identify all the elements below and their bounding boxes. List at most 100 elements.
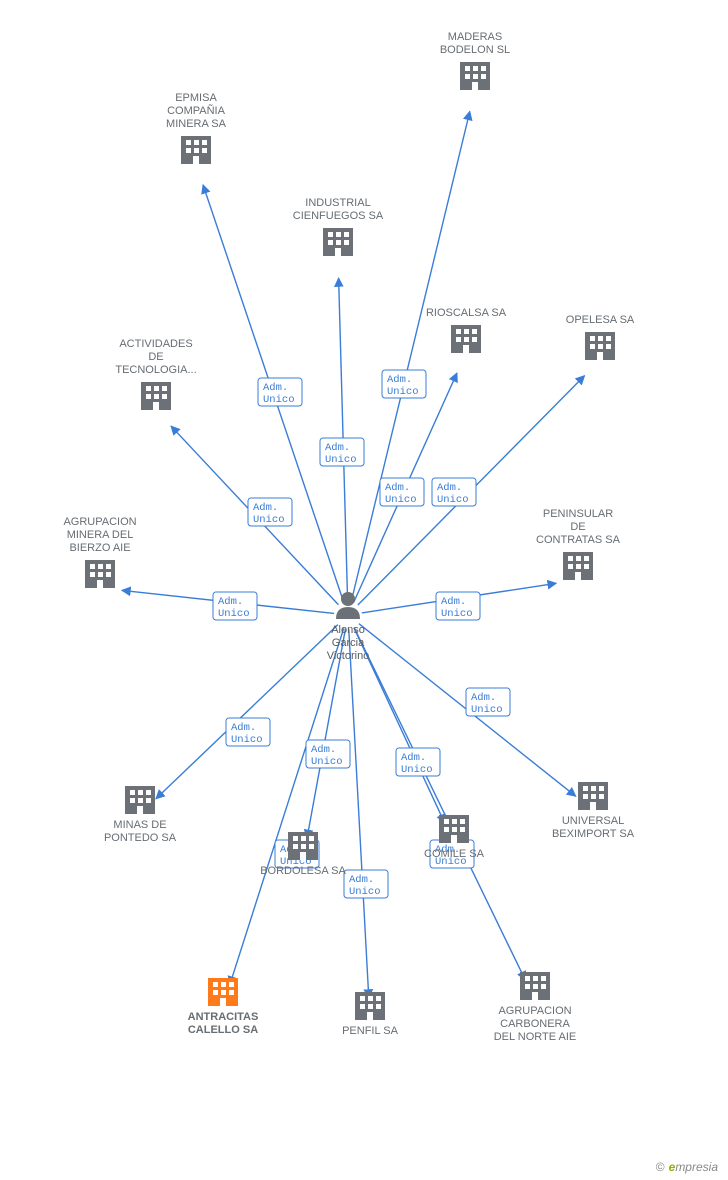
svg-text:Unico: Unico (325, 454, 357, 466)
edge-label: Adm.Unico (432, 478, 476, 506)
company-label: PONTEDO SA (104, 832, 177, 844)
svg-text:Unico: Unico (311, 756, 343, 768)
company-label: CONTRATAS SA (536, 534, 621, 546)
svg-text:Unico: Unico (437, 494, 469, 506)
company-label: CIENFUEGOS SA (293, 210, 384, 222)
company-label: MINAS DE (113, 819, 166, 831)
building-icon (141, 382, 171, 410)
edge (156, 625, 338, 799)
company-label: MINERA DEL (67, 529, 134, 541)
person-label: Alonso (331, 624, 365, 636)
edge-label: Adm.Unico (380, 478, 424, 506)
svg-text:Adm.: Adm. (441, 596, 466, 608)
edge-label: Adm.Unico (344, 870, 388, 898)
edge-label: Adm.Unico (306, 740, 350, 768)
company-label: CALELLO SA (188, 1024, 258, 1036)
company-label: DEL NORTE AIE (494, 1031, 577, 1043)
brand-rest: mpresia (675, 1160, 718, 1174)
svg-text:Adm.: Adm. (349, 874, 374, 886)
company-label: BIERZO AIE (69, 542, 130, 554)
building-icon (585, 332, 615, 360)
edge (354, 628, 525, 981)
center-node[interactable]: AlonsoGarciaVictorino (327, 592, 370, 662)
company-node[interactable]: PENINSULARDECONTRATAS SA (536, 508, 621, 580)
edge-label: Adm.Unico (382, 370, 426, 398)
edge-label: Adm.Unico (258, 378, 302, 406)
company-label: CARBONERA (500, 1018, 570, 1030)
company-label: TECNOLOGIA... (115, 364, 196, 376)
company-node[interactable]: COMILE SA (424, 815, 485, 860)
company-node[interactable]: EPMISACOMPAÑIAMINERA SA (166, 92, 227, 164)
building-icon (439, 815, 469, 843)
building-icon (208, 978, 238, 1006)
company-label: BORDOLESA SA (260, 865, 346, 877)
svg-text:Unico: Unico (349, 886, 381, 898)
company-node[interactable]: PENFIL SA (342, 992, 398, 1037)
svg-text:Adm.: Adm. (385, 482, 410, 494)
company-node[interactable]: BORDOLESA SA (260, 832, 346, 877)
company-node[interactable]: MINAS DEPONTEDO SA (104, 786, 177, 844)
company-node[interactable]: ANTRACITASCALELLO SA (188, 978, 259, 1036)
edge (349, 629, 369, 998)
company-node[interactable]: AGRUPACIONMINERA DELBIERZO AIE (63, 516, 136, 588)
edge-label: Adm.Unico (213, 592, 257, 620)
svg-text:Unico: Unico (253, 514, 285, 526)
building-icon (451, 325, 481, 353)
building-icon (460, 62, 490, 90)
svg-text:Adm.: Adm. (263, 382, 288, 394)
relationship-diagram: Adm.UnicoAdm.UnicoAdm.UnicoAdm.UnicoAdm.… (0, 0, 728, 1180)
svg-text:Adm.: Adm. (253, 502, 278, 514)
company-node[interactable]: RIOSCALSA SA (426, 307, 507, 353)
svg-text:Unico: Unico (387, 386, 419, 398)
company-label: BEXIMPORT SA (552, 828, 635, 840)
svg-text:Adm.: Adm. (218, 596, 243, 608)
svg-text:Unico: Unico (218, 608, 250, 620)
svg-text:Unico: Unico (401, 764, 433, 776)
building-icon (520, 972, 550, 1000)
company-label: DE (148, 351, 163, 363)
copyright-footer: ©empresia (656, 1160, 718, 1174)
company-node[interactable]: ACTIVIDADESDETECNOLOGIA... (115, 338, 196, 410)
edge-label: Adm.Unico (226, 718, 270, 746)
svg-text:Adm.: Adm. (387, 374, 412, 386)
company-node[interactable]: AGRUPACIONCARBONERADEL NORTE AIE (494, 972, 577, 1043)
company-label: PENINSULAR (543, 508, 613, 520)
edge-label: Adm.Unico (320, 438, 364, 466)
building-icon (85, 560, 115, 588)
svg-text:Unico: Unico (263, 394, 295, 406)
edge-label: Adm.Unico (466, 688, 510, 716)
edge-label: Adm.Unico (436, 592, 480, 620)
copyright-symbol: © (656, 1160, 665, 1174)
company-node[interactable]: OPELESA SA (566, 314, 635, 360)
company-label: MADERAS (448, 31, 502, 43)
building-icon (125, 786, 155, 814)
edge-label: Adm.Unico (248, 498, 292, 526)
company-label: RIOSCALSA SA (426, 307, 507, 319)
company-label: UNIVERSAL (562, 815, 624, 827)
svg-text:Unico: Unico (471, 704, 503, 716)
company-label: INDUSTRIAL (305, 197, 370, 209)
building-icon (355, 992, 385, 1020)
svg-text:Adm.: Adm. (437, 482, 462, 494)
company-node[interactable]: MADERASBODELON SL (440, 31, 510, 90)
building-icon (578, 782, 608, 810)
company-label: PENFIL SA (342, 1025, 398, 1037)
building-icon (323, 228, 353, 256)
company-label: OPELESA SA (566, 314, 635, 326)
svg-text:Unico: Unico (385, 494, 417, 506)
edge (230, 628, 344, 985)
company-label: COMILE SA (424, 848, 485, 860)
person-label: Victorino (327, 650, 370, 662)
company-label: COMPAÑIA (167, 104, 226, 117)
person-label: Garcia (332, 637, 365, 649)
company-label: ANTRACITAS (188, 1011, 259, 1023)
svg-text:Adm.: Adm. (471, 692, 496, 704)
edge (351, 111, 470, 601)
company-node[interactable]: UNIVERSALBEXIMPORT SA (552, 782, 635, 840)
company-label: AGRUPACION (63, 516, 136, 528)
company-label: ACTIVIDADES (119, 338, 192, 350)
svg-text:Unico: Unico (231, 734, 263, 746)
company-node[interactable]: INDUSTRIALCIENFUEGOS SA (293, 197, 384, 256)
svg-text:Adm.: Adm. (311, 744, 336, 756)
svg-text:Adm.: Adm. (325, 442, 350, 454)
